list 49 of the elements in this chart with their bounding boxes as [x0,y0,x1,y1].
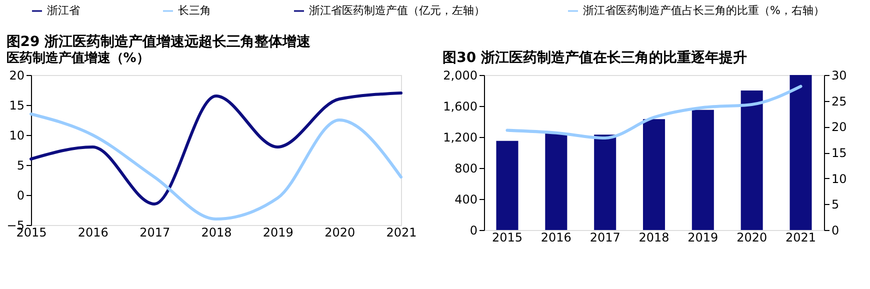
x-tick-label: 2021 [785,230,816,244]
chart-title: 图29 浙江医药制造产值增速远超长三角整体增速 [6,33,312,50]
x-tick-label: 2020 [324,226,356,240]
legend-label: 浙江省医药制造产值（亿元，左轴） [309,4,485,17]
bar [496,140,518,230]
x-tick-label: 2016 [540,230,572,244]
bar [642,119,666,230]
bar [594,134,616,230]
x-tick-label: 2018 [638,230,670,244]
x-tick-label: 2019 [262,226,294,240]
chart-title: 图30 浙江医药制造产值在长三角的比重逐年提升 [442,49,748,66]
y-tick-label: 20 [9,68,24,82]
x-tick-label: 2017 [590,230,620,244]
legend-label: 长三角 [178,4,211,17]
y-tick-label: 10 [9,128,24,142]
y-tick-label: 2,000 [443,68,478,82]
chart-subtitle: 医药制造产值增速（%） [6,50,150,66]
x-tick-label: 2016 [78,226,108,240]
y2-tick-label: 10 [832,172,847,186]
x-tick-label: 2019 [688,230,718,244]
line-series [30,92,402,206]
y-tick-label: 1,600 [443,100,478,114]
bar [790,75,812,230]
y-tick-label: 1,200 [443,130,478,144]
y2-tick-label: 25 [832,94,847,108]
y2-tick-label: 15 [832,146,847,160]
line-series [506,84,802,140]
y2-tick-label: 20 [832,120,847,134]
y-tick-label: 5 [16,158,24,172]
y-tick-label: 400 [454,192,478,206]
bar [692,110,714,230]
bar [545,133,568,230]
y2-tick-label: 30 [832,68,847,82]
bar [740,90,763,230]
y-tick-label: 15 [9,98,24,112]
legend-label: 浙江省 [47,4,80,17]
y-tick-label: 800 [454,162,478,176]
x-tick-label: 2021 [386,226,417,240]
y2-tick-label: 5 [832,198,840,212]
x-tick-label: 2018 [201,226,232,240]
x-tick-label: 2015 [492,230,523,244]
x-tick-label: 2015 [16,226,47,240]
y-tick-label: 0 [470,224,478,238]
x-tick-label: 2020 [736,230,768,244]
y2-tick-label: 0 [832,224,840,238]
x-tick-label: 2017 [140,226,170,240]
legend-label: 浙江省医药制造产值占长三角的比重（%，右轴） [583,4,824,17]
line-series [30,112,402,220]
y-tick-label: 0 [16,188,24,202]
